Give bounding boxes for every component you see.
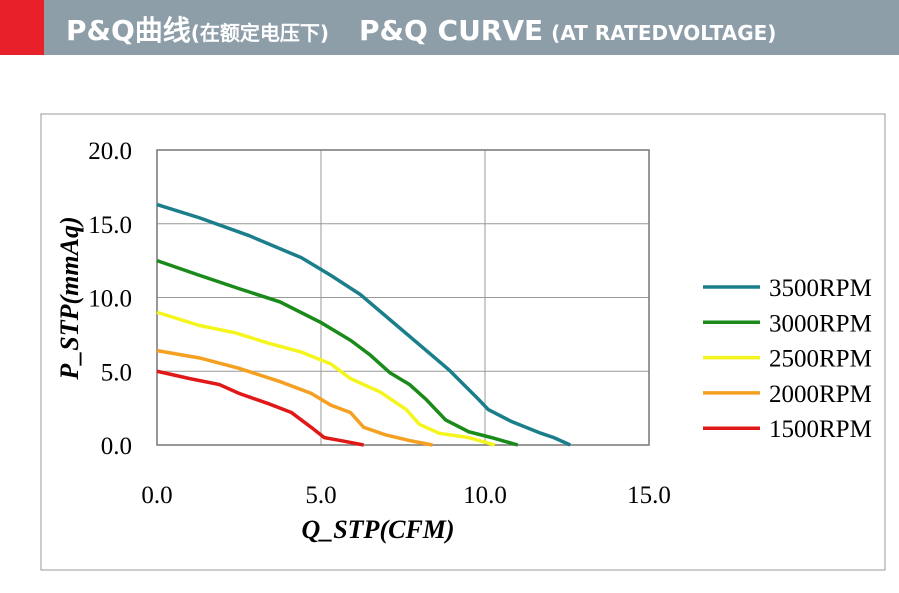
y-tick-label: 20.0 xyxy=(88,138,132,165)
x-tick-label: 0.0 xyxy=(141,482,172,509)
series-line xyxy=(156,369,364,447)
legend-label: 2500RPM xyxy=(769,346,872,373)
header-accent xyxy=(0,0,44,55)
x-tick-label: 5.0 xyxy=(305,482,336,509)
y-tick-label: 0.0 xyxy=(101,433,132,460)
legend-label: 3500RPM xyxy=(769,275,872,302)
plot-border xyxy=(156,149,650,446)
title-en: P&Q CURVE xyxy=(359,14,543,47)
chart-frame xyxy=(40,113,886,571)
series-line xyxy=(156,310,496,447)
y-tick-label: 15.0 xyxy=(88,212,132,239)
y-axis-title: P_STP(mmAq) xyxy=(55,216,84,380)
subtitle-en: (AT RATEDVOLTAGE) xyxy=(551,21,776,45)
series-line xyxy=(156,348,433,447)
legend-label: 2000RPM xyxy=(769,381,872,408)
title-cn: P&Q曲线 xyxy=(66,14,191,47)
legend-label: 1500RPM xyxy=(769,416,872,443)
series-line xyxy=(156,202,571,447)
header-bar xyxy=(44,0,899,55)
y-tick-label: 10.0 xyxy=(88,286,132,313)
header-title: P&Q曲线(在额定电压下) P&Q CURVE (AT RATEDVOLTAGE) xyxy=(66,14,776,47)
subtitle-cn: (在额定电压下) xyxy=(191,21,329,45)
series-line xyxy=(156,258,519,447)
legend-label: 3000RPM xyxy=(769,310,872,337)
y-tick-label: 5.0 xyxy=(101,359,132,386)
x-axis-title: Q_STP(CFM) xyxy=(301,515,454,544)
x-tick-label: 15.0 xyxy=(627,482,671,509)
x-tick-label: 10.0 xyxy=(463,482,507,509)
